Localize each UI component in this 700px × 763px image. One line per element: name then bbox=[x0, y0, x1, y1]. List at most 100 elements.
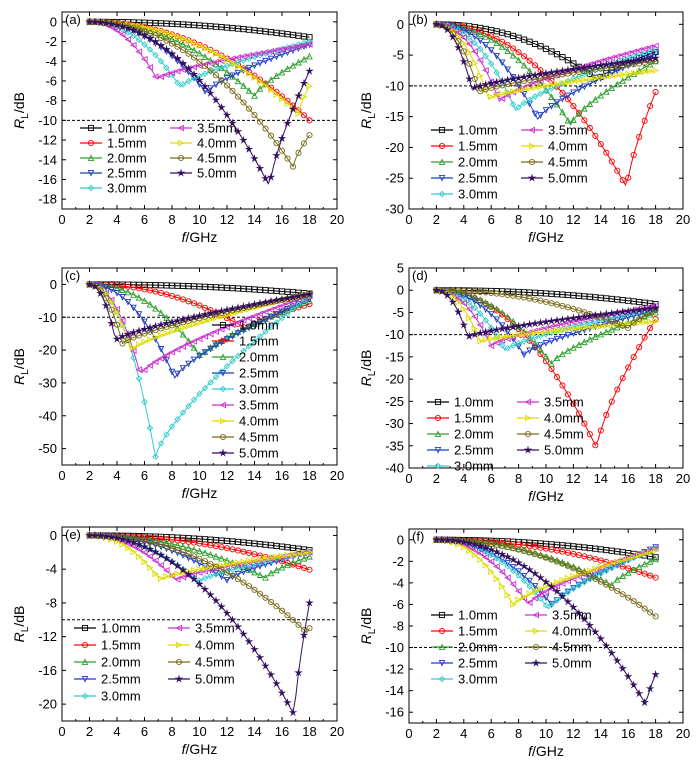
series-5.0mm bbox=[85, 279, 314, 343]
series-marker bbox=[278, 147, 286, 154]
series-marker bbox=[647, 102, 654, 110]
series-marker bbox=[526, 590, 534, 598]
series-marker bbox=[613, 80, 621, 88]
series-marker bbox=[454, 43, 463, 52]
legend-item: 2.5mm bbox=[427, 443, 494, 458]
series-marker bbox=[553, 547, 561, 554]
series-marker bbox=[195, 569, 203, 576]
series-marker bbox=[542, 87, 550, 95]
series-marker bbox=[173, 316, 182, 325]
series-marker bbox=[295, 621, 302, 628]
y-tick-label: -2 bbox=[45, 34, 57, 49]
series-marker bbox=[465, 543, 473, 551]
series-marker bbox=[295, 149, 302, 156]
series-marker bbox=[619, 375, 626, 382]
series-marker bbox=[201, 564, 209, 572]
series-marker bbox=[553, 558, 561, 565]
series-marker bbox=[570, 116, 577, 123]
series-marker bbox=[233, 127, 243, 136]
series-marker bbox=[277, 133, 287, 143]
series-marker bbox=[647, 309, 654, 317]
series-marker bbox=[251, 568, 258, 576]
series-marker bbox=[482, 298, 490, 306]
series-marker bbox=[487, 551, 495, 559]
legend-marker bbox=[532, 611, 540, 619]
legend-marker bbox=[438, 190, 446, 198]
series-marker bbox=[580, 614, 589, 623]
series-marker bbox=[482, 66, 489, 74]
series-marker bbox=[201, 384, 209, 392]
series-marker bbox=[146, 424, 154, 432]
series-marker bbox=[531, 62, 539, 69]
y-tick-label: 0 bbox=[50, 277, 57, 292]
x-tick-label: 20 bbox=[676, 212, 690, 227]
series-marker bbox=[201, 349, 209, 356]
series-marker bbox=[196, 302, 203, 309]
series-marker bbox=[482, 306, 490, 314]
series-marker bbox=[481, 543, 491, 552]
series-marker bbox=[185, 360, 192, 368]
x-tick-label: 4 bbox=[113, 468, 120, 483]
x-tick-label: 20 bbox=[676, 726, 690, 741]
legend-item: 4.5mm bbox=[168, 655, 235, 670]
series-marker bbox=[272, 46, 280, 54]
series-marker bbox=[289, 616, 297, 624]
legend-marker bbox=[438, 158, 446, 166]
series-line bbox=[89, 21, 310, 121]
series-marker bbox=[245, 70, 253, 78]
series-marker bbox=[596, 310, 606, 319]
series-marker bbox=[262, 82, 270, 90]
legend-marker bbox=[438, 142, 446, 150]
series-marker bbox=[118, 534, 127, 543]
series-marker bbox=[129, 25, 138, 35]
series-marker bbox=[295, 110, 303, 117]
series-marker bbox=[521, 86, 528, 93]
series-marker bbox=[211, 596, 221, 605]
series-marker bbox=[454, 22, 462, 30]
series-marker bbox=[515, 572, 522, 579]
series-marker bbox=[614, 320, 621, 327]
series-marker bbox=[476, 56, 484, 64]
series-marker bbox=[482, 42, 490, 49]
series-marker bbox=[134, 326, 144, 335]
series-marker bbox=[112, 334, 122, 343]
series-marker bbox=[135, 537, 143, 545]
series-marker bbox=[168, 40, 176, 47]
legend-item: 3.5mm bbox=[517, 395, 584, 410]
series-marker bbox=[118, 31, 126, 38]
series-marker bbox=[222, 608, 232, 617]
series-marker bbox=[559, 54, 566, 61]
legend-label: 3.5mm bbox=[548, 123, 588, 138]
series-marker bbox=[157, 309, 165, 316]
series-marker bbox=[493, 555, 500, 562]
x-tick-label: 10 bbox=[192, 724, 206, 739]
series-marker bbox=[515, 339, 522, 347]
series-marker bbox=[130, 344, 138, 351]
series-marker bbox=[519, 561, 529, 570]
series-marker bbox=[207, 379, 214, 386]
series-marker bbox=[586, 75, 594, 83]
series-marker bbox=[163, 29, 171, 37]
x-tick-label: 18 bbox=[302, 212, 316, 227]
series-marker bbox=[470, 539, 480, 549]
y-axis-label-var: R bbox=[358, 634, 374, 644]
series-marker bbox=[592, 565, 599, 573]
series-marker bbox=[135, 341, 143, 348]
series-marker bbox=[471, 551, 479, 559]
x-tick-label: 14 bbox=[247, 724, 261, 739]
series-marker bbox=[146, 287, 154, 294]
series-marker bbox=[223, 82, 231, 89]
series-marker bbox=[586, 100, 594, 107]
series-marker bbox=[190, 356, 198, 364]
series-marker bbox=[613, 576, 621, 583]
legend-item: 4.5mm bbox=[517, 427, 584, 442]
series-marker bbox=[510, 332, 517, 339]
series-marker bbox=[152, 304, 159, 312]
series-marker bbox=[601, 309, 611, 318]
series-marker bbox=[141, 330, 148, 337]
series-marker bbox=[575, 110, 583, 117]
series-marker bbox=[179, 35, 187, 43]
series-marker bbox=[163, 330, 171, 337]
legend-item: 3.5mm bbox=[521, 123, 588, 138]
series-marker bbox=[510, 45, 517, 52]
